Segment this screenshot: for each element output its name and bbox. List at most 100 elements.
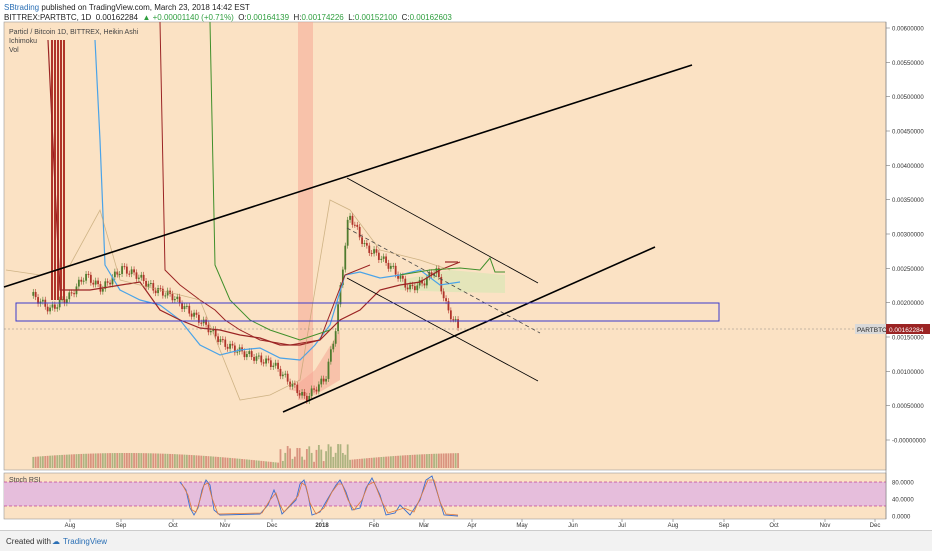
candle-body xyxy=(315,389,318,392)
candle-body xyxy=(70,292,73,294)
candle-body xyxy=(337,304,339,332)
volume-bar xyxy=(411,454,414,468)
candle-body xyxy=(399,275,402,279)
candle-body xyxy=(106,281,109,283)
volume-bar xyxy=(344,454,347,468)
support-zone-box[interactable] xyxy=(15,302,720,322)
candle-body xyxy=(341,269,344,286)
senkou-a-green xyxy=(209,21,331,341)
volume-bar xyxy=(236,458,239,468)
volume-bar xyxy=(85,453,87,468)
candle-body xyxy=(173,299,176,301)
candle-body xyxy=(243,351,246,358)
volume-bar xyxy=(140,453,143,468)
candle-body xyxy=(291,383,294,387)
candle-body xyxy=(236,351,239,353)
volume-bar xyxy=(425,454,428,468)
volume-bar xyxy=(272,462,275,468)
candle-body xyxy=(281,374,284,377)
high-label: H: xyxy=(293,13,302,22)
volume-bar xyxy=(361,458,363,468)
volume-bar xyxy=(346,444,349,468)
candle-body xyxy=(73,293,75,295)
candle-body xyxy=(229,343,231,349)
upper-trendline[interactable] xyxy=(3,64,693,288)
volume-bar xyxy=(423,454,426,468)
volume-bar xyxy=(394,455,397,468)
channel-top[interactable] xyxy=(346,177,539,284)
volume-bar xyxy=(397,455,399,468)
candle-body xyxy=(149,283,152,285)
volume-bar xyxy=(325,451,327,468)
candle-body xyxy=(344,245,347,270)
volume-bar xyxy=(269,461,272,468)
candle-body xyxy=(183,306,186,310)
legend-ichimoku: Ichimoku xyxy=(9,38,37,45)
channel-mid[interactable] xyxy=(346,227,541,334)
candle-body xyxy=(147,283,150,287)
y-tick-label: 0.00450000 xyxy=(892,130,924,136)
volume-bar xyxy=(437,453,440,468)
candle-body xyxy=(269,360,272,367)
candle-body xyxy=(277,362,279,369)
author-link[interactable]: SBtrading xyxy=(4,3,40,12)
volume-bar xyxy=(245,459,248,468)
lower-trendline[interactable] xyxy=(282,246,656,413)
y-tick-label: 0.00500000 xyxy=(892,95,924,101)
volume-bar xyxy=(257,460,260,468)
volume-bar xyxy=(284,452,287,468)
candle-body xyxy=(57,40,59,300)
volume-bar xyxy=(185,454,188,468)
volume-bar xyxy=(123,453,126,468)
volume-bar xyxy=(315,449,318,468)
candle-body xyxy=(425,277,428,286)
candle-body xyxy=(353,224,356,226)
x-tick-label: 2018 xyxy=(315,523,329,529)
volume-bar xyxy=(44,456,47,468)
tradingview-link[interactable]: TradingView xyxy=(63,537,108,546)
candle-body xyxy=(457,319,459,328)
x-tick-label: Feb xyxy=(369,523,380,529)
candle-body xyxy=(313,388,315,390)
candle-body xyxy=(157,288,159,294)
volume-bar xyxy=(207,456,210,468)
candle-body xyxy=(430,272,433,276)
volume-bar xyxy=(250,459,253,468)
low-value: 0.00152100 xyxy=(354,13,398,22)
candle-body xyxy=(346,219,349,246)
candle-body xyxy=(380,258,383,260)
volume-bar xyxy=(277,462,279,468)
candle-body xyxy=(382,256,385,259)
candle-body xyxy=(166,290,169,296)
candle-body xyxy=(65,299,68,304)
candle-body xyxy=(193,312,195,317)
chart-svg[interactable]: 0.00600000 0.00550000 0.00500000 0.00450000… xyxy=(0,0,932,530)
volume-bar xyxy=(260,460,263,468)
volume-bar xyxy=(339,444,342,468)
x-tick-label: Dec xyxy=(267,523,278,529)
x-tick-label: Sep xyxy=(116,523,127,529)
volume-bar xyxy=(447,453,450,468)
candle-body xyxy=(265,358,267,364)
volume-bar xyxy=(382,456,385,468)
low-label: L: xyxy=(348,13,355,22)
candle-body xyxy=(190,313,193,317)
volume-bar xyxy=(149,453,152,468)
volume-bar xyxy=(267,461,270,468)
candle-body xyxy=(101,288,104,292)
candle-body xyxy=(279,368,282,377)
volume-bar xyxy=(231,458,234,468)
candle-body xyxy=(53,304,56,309)
volume-bar xyxy=(92,453,95,468)
candle-body xyxy=(305,395,308,402)
candle-body xyxy=(303,392,306,396)
volume-bar xyxy=(164,453,167,468)
volume-bar xyxy=(157,453,159,468)
volume-bar xyxy=(166,453,169,468)
x-tick-label: Aug xyxy=(668,523,679,529)
channel-bottom[interactable] xyxy=(346,277,539,382)
candle-body xyxy=(406,287,409,290)
candle-body xyxy=(104,281,107,289)
volume-bar xyxy=(154,453,157,468)
main-pane[interactable] xyxy=(3,21,887,471)
